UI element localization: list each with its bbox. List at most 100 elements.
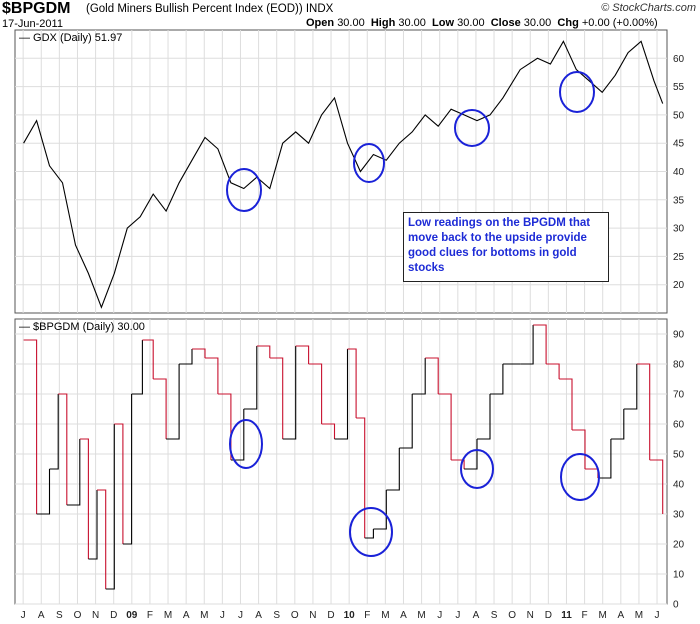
x-tick-label: O [291,610,299,621]
y-tick-label: 10 [673,570,685,581]
x-tick-label: F [364,610,370,621]
chart-date: 17-Jun-2011 [2,18,63,30]
x-tick-label: F [147,610,153,621]
panel-title: — GDX (Daily) 51.97 [19,32,122,44]
bpgdm-segment [153,378,167,439]
bpgdm-segment [386,448,400,491]
x-tick-label: S [273,610,280,621]
highlight-circle [460,449,494,489]
highlight-circle [559,71,595,113]
low-value: 30.00 [457,17,485,29]
bpgdm-segment [122,394,133,545]
bpgdm-segment [572,429,586,469]
bpgdm-segment [166,364,180,440]
bpgdm-segment [610,409,625,440]
x-tick-label: J [220,610,225,621]
y-tick-label: 60 [673,54,685,65]
bpgdm-segment [105,424,115,590]
x-tick-label: A [38,610,45,621]
y-tick-label: 30 [673,224,685,235]
bpgdm-segment [438,393,452,460]
bpgdm-segment [399,394,413,449]
bpgdm-segment [295,345,310,364]
x-tick-label: N [92,610,99,621]
bpgdm-segment [142,339,154,379]
y-tick-label: 20 [673,540,685,551]
bpgdm-segment [490,364,504,395]
x-tick-label: M [599,610,607,621]
x-tick-label: M [381,610,389,621]
y-tick-label: 80 [673,360,685,371]
bpgdm-segment [205,357,219,394]
y-tick-label: 50 [673,450,685,461]
bpi-panel-frame [14,318,668,605]
bpgdm-segment [269,357,284,439]
y-tick-label: 20 [673,280,685,291]
bpgdm-segment [520,325,534,365]
close-label: Close [490,17,521,29]
bpgdm-segment [49,394,59,470]
bpgdm-segment [97,489,107,589]
x-tick-label: O [508,610,516,621]
bpgdm-segment [533,324,547,364]
bpgdm-segment [597,439,612,479]
panel-title: — $BPGDM (Daily) 30.00 [19,321,145,333]
high-value: 30.00 [398,17,426,29]
bpgdm-segment [88,490,98,560]
bpgdm-segment [559,378,573,430]
x-tick-label: S [491,610,498,621]
x-tick-label: N [527,610,534,621]
bpgdm-segment [356,417,366,538]
chg-value: +0.00 (+0.00%) [581,17,658,29]
bpgdm-segment [412,358,426,395]
bpgdm-segment [477,394,491,440]
y-tick-label: 40 [673,167,685,178]
bpgdm-segment [256,345,271,358]
bpgdm-segment [282,346,297,440]
bpgdm-segment [649,459,664,514]
highlight-circle [229,419,263,469]
description-text: (Gold Miners Bullish Percent Index (EOD)… [86,3,303,15]
highlight-circle [454,109,490,147]
x-tick-label: M [164,610,172,621]
bpgdm-segment [636,363,651,460]
x-tick-label: A [183,610,190,621]
y-tick-label: 45 [673,139,685,150]
bpgdm-segment [23,339,38,514]
x-tick-label: A [255,610,262,621]
bpgdm-segment [373,490,387,530]
y-tick-label: 40 [673,480,685,491]
y-tick-label: 60 [673,420,685,431]
bpgdm-segment [192,348,206,358]
gdx-price-line [23,40,664,309]
bpgdm-segment [308,363,323,424]
x-tick-label: F [582,610,588,621]
x-tick-label: S [56,610,63,621]
x-tick-label: 10 [344,610,356,621]
annotation-box: Low readings on the BPGDM that move back… [403,212,609,282]
low-label: Low [432,17,455,29]
bpgdm-segment [243,346,258,410]
y-tick-label: 55 [673,82,685,93]
y-tick-label: 35 [673,195,685,206]
x-tick-label: M [635,610,643,621]
x-tick-label: 09 [126,610,138,621]
chg-label: Chg [557,17,579,29]
bpgdm-segment [114,423,124,544]
y-tick-label: 90 [673,330,685,341]
bpgdm-segment [36,469,51,515]
bpgdm-segment [347,348,357,418]
x-tick-label: 11 [561,610,572,621]
x-tick-label: A [400,610,407,621]
y-tick-label: 0 [673,600,679,611]
bpgdm-segment [66,439,81,506]
bpgdm-segment [546,363,560,379]
x-tick-label: J [455,610,460,621]
bpgdm-segment [364,529,374,539]
x-tick-label: M [417,610,425,621]
x-tick-label: O [74,610,82,621]
open-label: Open [306,17,335,29]
y-tick-label: 70 [673,390,685,401]
stockcharts-brand: © StockCharts.com [601,2,696,14]
bpgdm-segment [451,459,465,469]
